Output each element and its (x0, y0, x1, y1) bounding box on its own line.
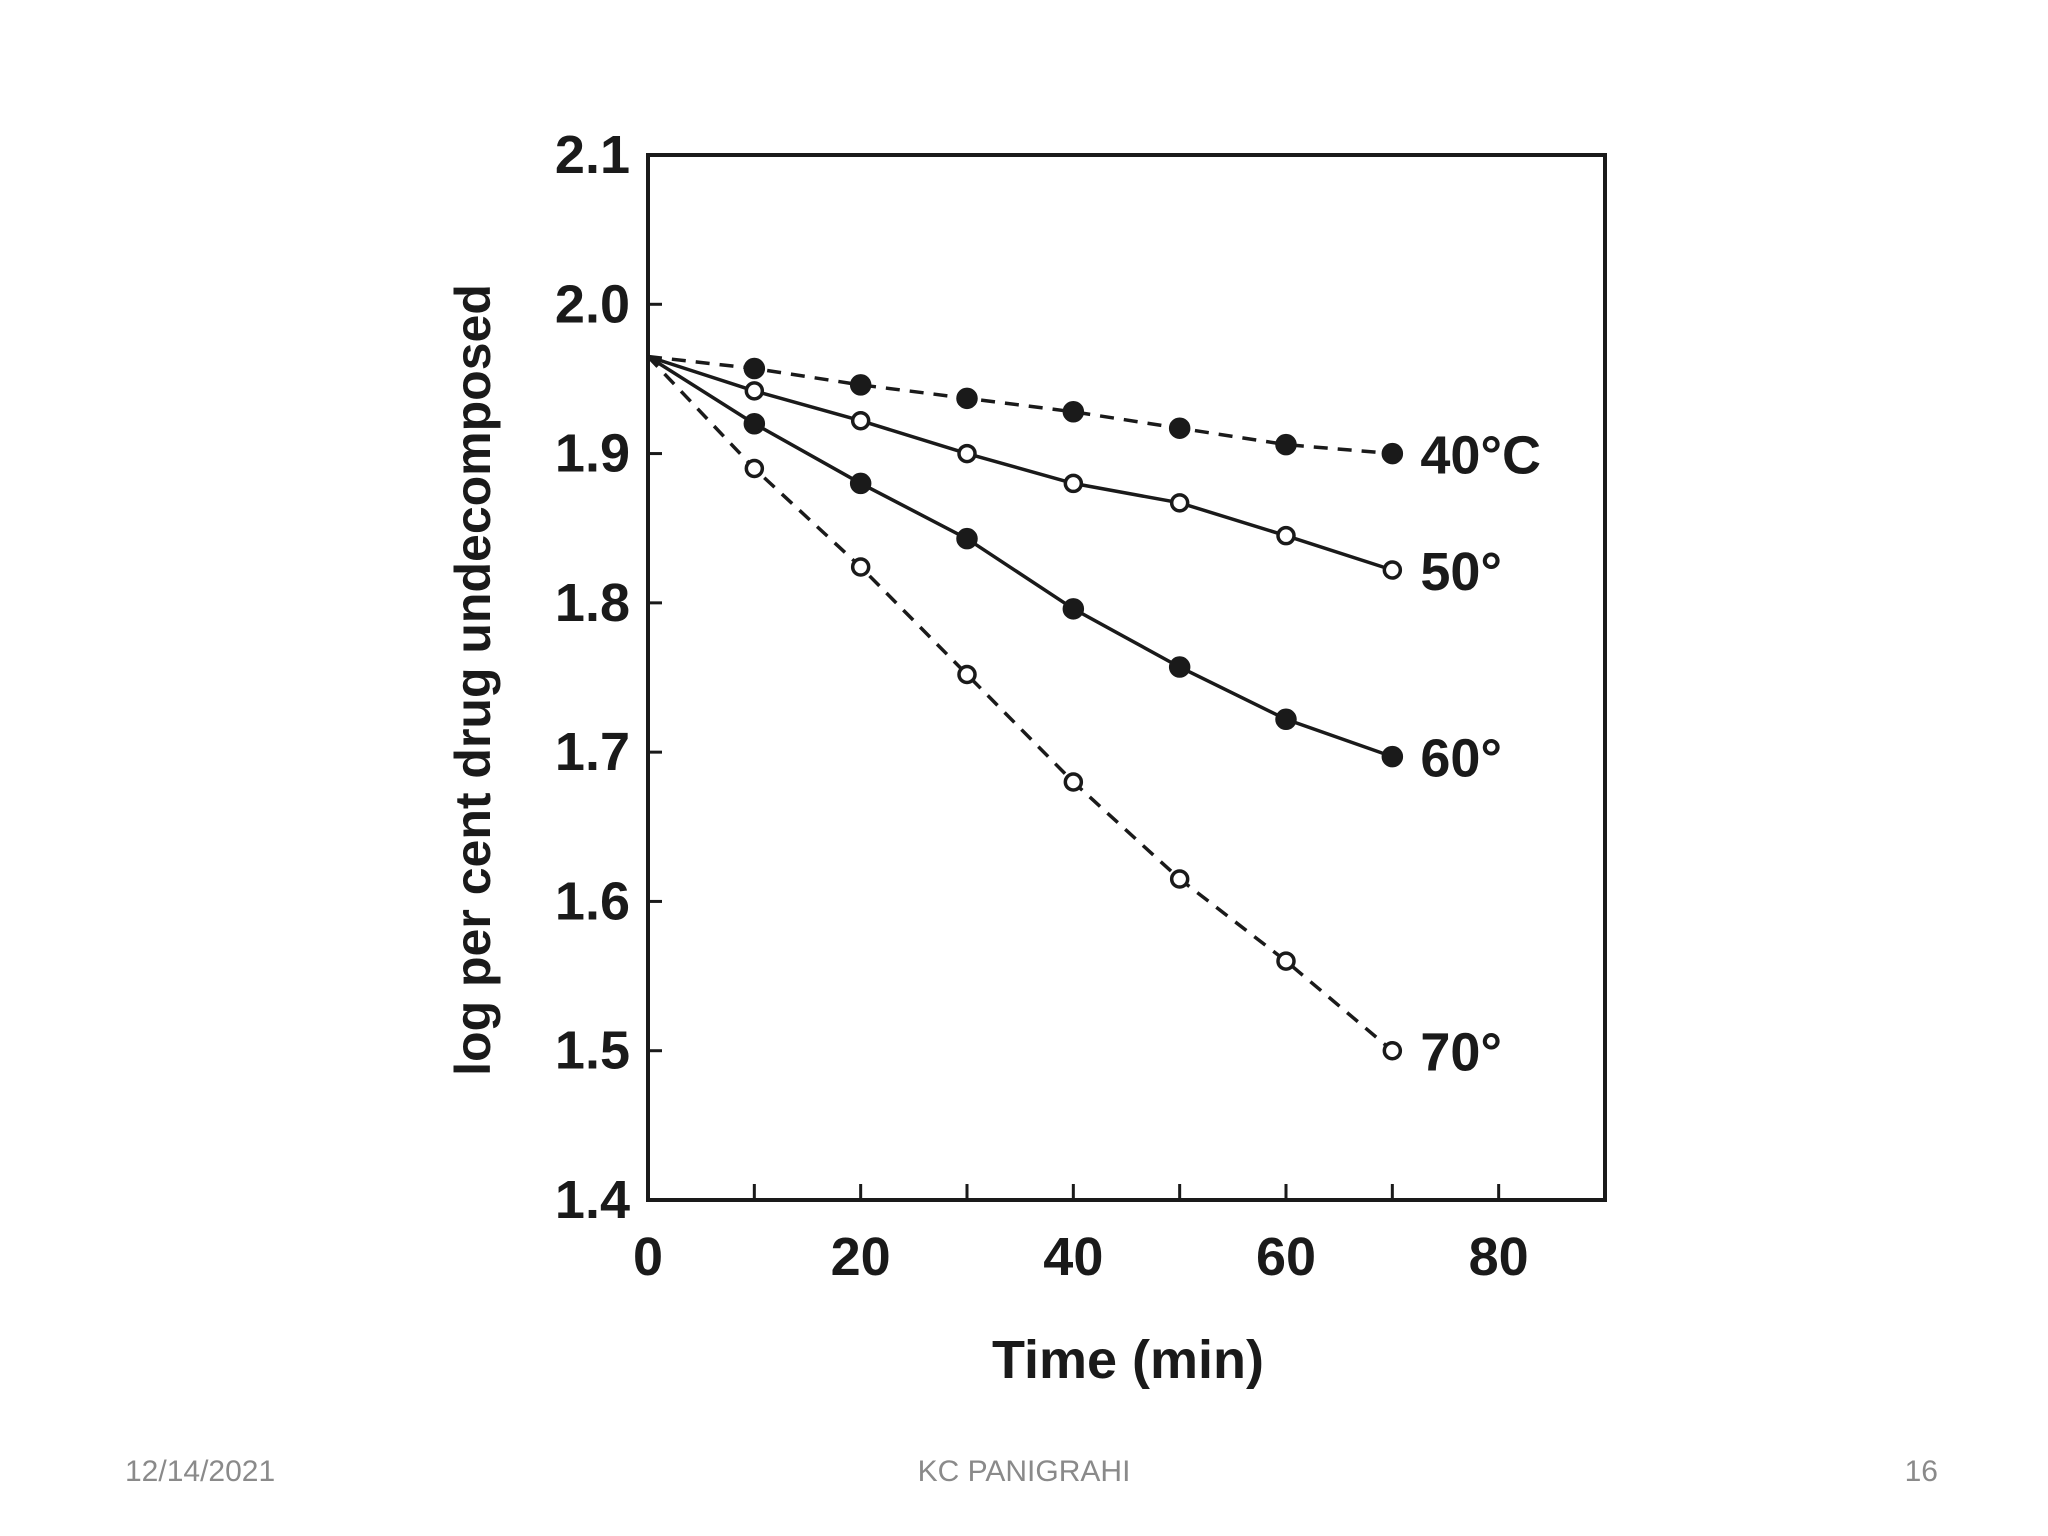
series-label: 50° (1420, 542, 1502, 602)
y-tick-label: 1.5 (555, 1021, 630, 1081)
y-axis-label: log per cent drug undecomposed (445, 284, 501, 1076)
x-tick-label: 80 (1469, 1227, 1529, 1287)
series-label: 60° (1420, 729, 1502, 789)
data-point (1169, 493, 1190, 513)
series-markers (743, 357, 1404, 1061)
series-lines (646, 354, 1394, 1053)
data-point (1381, 442, 1404, 465)
data-point (957, 664, 977, 685)
tick-labels: 1.4 1.5 1.6 1.7 1.8 1.9 2.0 2.1 0 20 40 60 80 (555, 125, 1529, 1287)
data-point (850, 410, 871, 431)
data-point (1382, 1040, 1403, 1061)
data-point (1276, 525, 1296, 546)
data-point (1275, 708, 1297, 731)
data-point (1276, 951, 1296, 971)
data-point (849, 374, 872, 396)
data-point (743, 412, 766, 435)
series-label: 70° (1420, 1023, 1502, 1083)
data-point (744, 458, 765, 479)
y-tick-label: 1.7 (555, 722, 630, 782)
slide-number: 16 (1904, 1455, 1938, 1488)
data-point (957, 443, 977, 464)
data-point (1169, 869, 1190, 889)
series-line (647, 354, 1393, 572)
series-line (647, 354, 1393, 456)
data-point (744, 381, 765, 401)
y-tick-label: 1.6 (555, 871, 630, 931)
footer-author: KC PANIGRAHI (917, 1455, 1131, 1488)
y-tick-label: 2.1 (555, 125, 630, 185)
y-tick-label: 2.0 (555, 274, 630, 334)
axis-ticks (646, 153, 1501, 1202)
x-tick-label: 0 (633, 1227, 663, 1287)
data-point (956, 527, 978, 550)
series-line (647, 355, 1393, 759)
series-label: 40°C (1420, 426, 1541, 486)
data-point (850, 557, 871, 577)
data-point (1381, 745, 1404, 768)
data-point (956, 387, 978, 410)
data-point (1382, 560, 1403, 580)
y-tick-label: 1.8 (555, 573, 630, 633)
data-point (1063, 772, 1084, 792)
series-line (646, 355, 1394, 1053)
series-labels: 40°C 50° 60° 70° (1420, 426, 1541, 1083)
plot-frame (646, 153, 1607, 1202)
x-axis-label: Time (min) (992, 1330, 1264, 1390)
x-tick-label: 20 (831, 1227, 891, 1287)
x-tick-label: 60 (1256, 1227, 1316, 1287)
data-point (743, 357, 766, 380)
data-point (1168, 417, 1191, 439)
y-tick-label: 1.9 (555, 424, 630, 484)
data-point (1062, 598, 1085, 620)
data-point (849, 472, 872, 495)
x-tick-label: 40 (1043, 1227, 1103, 1287)
data-point (1063, 473, 1084, 494)
footer-date: 12/14/2021 (125, 1455, 276, 1488)
data-point (1062, 401, 1085, 423)
data-point (1168, 656, 1191, 678)
data-point (1275, 433, 1297, 456)
y-tick-label: 1.4 (555, 1170, 630, 1230)
